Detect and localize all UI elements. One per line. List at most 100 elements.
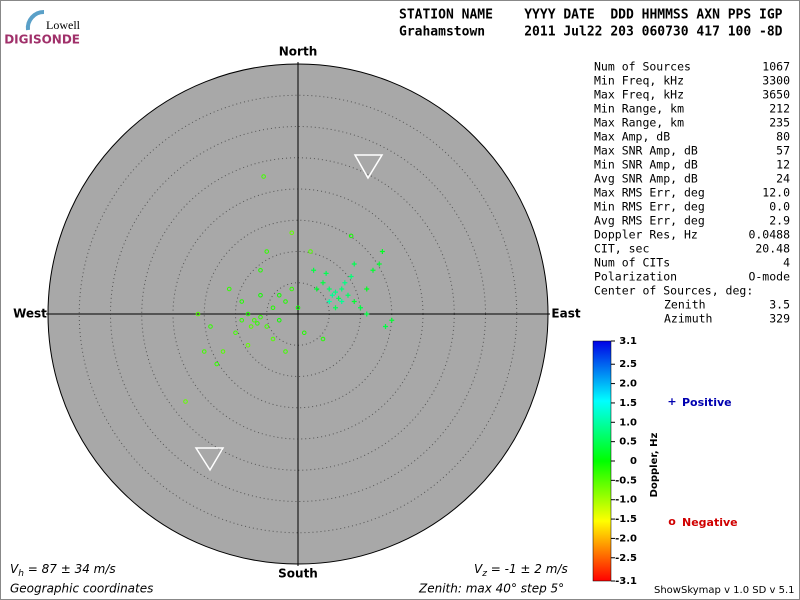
stat-label: Num of Sources <box>594 60 691 74</box>
center-label: Zenith <box>664 298 706 312</box>
source-negative <box>195 311 201 317</box>
colorbar-tick-label: -1.0 <box>615 495 637 506</box>
logo-arc <box>25 9 45 31</box>
source-positive <box>351 261 357 267</box>
source-positive <box>339 299 345 304</box>
source-positive <box>364 286 370 292</box>
source-negative <box>255 321 260 326</box>
colorbar-tick-label: 2.0 <box>619 379 637 390</box>
source-negative <box>289 230 295 236</box>
legend-positive: Positive <box>682 396 732 409</box>
header-labels: STATION NAME YYYY DATE DDD HHMMSS AXN PP… <box>399 8 783 23</box>
skymap <box>46 62 550 566</box>
source-positive <box>333 289 338 295</box>
source-negative <box>258 292 263 298</box>
stat-label: Num of CITs <box>594 256 670 270</box>
colorbar-tick-label: -3.1 <box>615 576 637 587</box>
source-positive <box>383 324 388 329</box>
source-negative <box>276 317 282 323</box>
source-negative <box>226 286 232 292</box>
stat-value: 3650 <box>762 88 790 102</box>
legend-negative-symbol: o <box>668 515 676 528</box>
compass-north: North <box>279 45 317 59</box>
source-negative <box>258 314 263 320</box>
source-positive <box>364 311 370 317</box>
colorbar-tick-label: 1.0 <box>619 417 637 428</box>
stats-table: Num of Sources 1067 Min Freq, kHz 3300 Max F… <box>594 60 790 326</box>
source-negative <box>245 311 251 317</box>
colorbar-tick-label: 0 <box>630 456 637 467</box>
source-negative <box>239 317 245 323</box>
source-negative <box>270 305 276 311</box>
source-negative <box>233 330 238 336</box>
stat-value: 80 <box>776 130 790 144</box>
source-positive <box>379 249 385 254</box>
vh-rest: = 87 ± 34 m/s <box>24 562 116 576</box>
center-value: 3.5 <box>769 298 790 312</box>
version: ShowSkymap v 1.0 SD v 5.1 <box>654 585 794 596</box>
source-positive <box>311 267 317 273</box>
stat-label: Max Range, km <box>594 116 684 130</box>
stat-value: 0.0 <box>769 200 790 214</box>
source-negative <box>301 330 307 336</box>
stat-label: Avg SNR Amp, dB <box>594 172 698 186</box>
source-negative <box>276 292 282 298</box>
vz: Vz = -1 ± 2 m/s <box>474 562 568 579</box>
stat-value: 12.0 <box>762 186 790 200</box>
source-negative <box>251 317 257 323</box>
colorbar-label: Doppler, Hz <box>649 433 660 498</box>
colorbar-tick-label: -1.5 <box>615 514 637 525</box>
center-title: Center of Sources, deg: <box>594 284 753 298</box>
vz-v: V <box>474 562 483 576</box>
source-negative <box>308 249 313 254</box>
source-positive <box>370 267 376 273</box>
source-positive <box>342 280 348 286</box>
legend-positive-symbol: + <box>667 395 676 408</box>
vh-sub: h <box>18 569 24 579</box>
source-positive <box>320 280 326 286</box>
stat-value: 57 <box>776 144 790 158</box>
source-positive <box>345 292 351 298</box>
source-positive <box>339 286 345 292</box>
source-negative <box>283 349 288 354</box>
compass-west: West <box>13 307 47 321</box>
source-positive <box>389 317 395 323</box>
marker-triangle <box>194 447 225 472</box>
center-value: 329 <box>769 312 790 326</box>
stat-label: Min Freq, kHz <box>594 74 684 88</box>
colorbar <box>592 340 612 582</box>
source-positive <box>326 286 332 292</box>
source-negative <box>239 299 245 304</box>
stat-value: 235 <box>769 116 790 130</box>
colorbar-tick-label: -0.5 <box>615 475 637 486</box>
compass-south: South <box>278 567 318 581</box>
source-negative <box>264 324 270 329</box>
source-positive <box>333 305 338 311</box>
stat-label: Max Amp, dB <box>594 130 670 144</box>
compass-east: East <box>551 307 580 321</box>
source-positive <box>336 295 342 301</box>
stat-value: 20.48 <box>755 242 790 256</box>
stat-label: Min RMS Err, deg <box>594 200 705 214</box>
source-positive <box>329 292 335 298</box>
source-negative <box>348 233 354 239</box>
colorbar-tick-label: -2.5 <box>615 553 637 564</box>
source-positive <box>326 299 332 304</box>
stat-label: Max RMS Err, deg <box>594 186 705 200</box>
source-negative <box>264 249 270 254</box>
source-positive <box>376 261 382 267</box>
vh: Vh = 87 ± 34 m/s <box>10 562 116 579</box>
source-negative <box>261 174 266 179</box>
stat-label: Min SNR Amp, dB <box>594 158 698 172</box>
stat-label: Avg RMS Err, deg <box>594 214 705 228</box>
source-positive <box>314 286 320 292</box>
stat-value: 212 <box>769 102 790 116</box>
stat-value: 4 <box>783 256 790 270</box>
stat-value: 2.9 <box>769 214 790 228</box>
source-negative <box>283 299 288 304</box>
source-negative <box>201 349 207 354</box>
legend-negative: Negative <box>682 516 738 529</box>
stat-value: 24 <box>776 172 790 186</box>
header-values: Grahamstown 2011 Jul22 203 060730 417 10… <box>399 25 783 40</box>
